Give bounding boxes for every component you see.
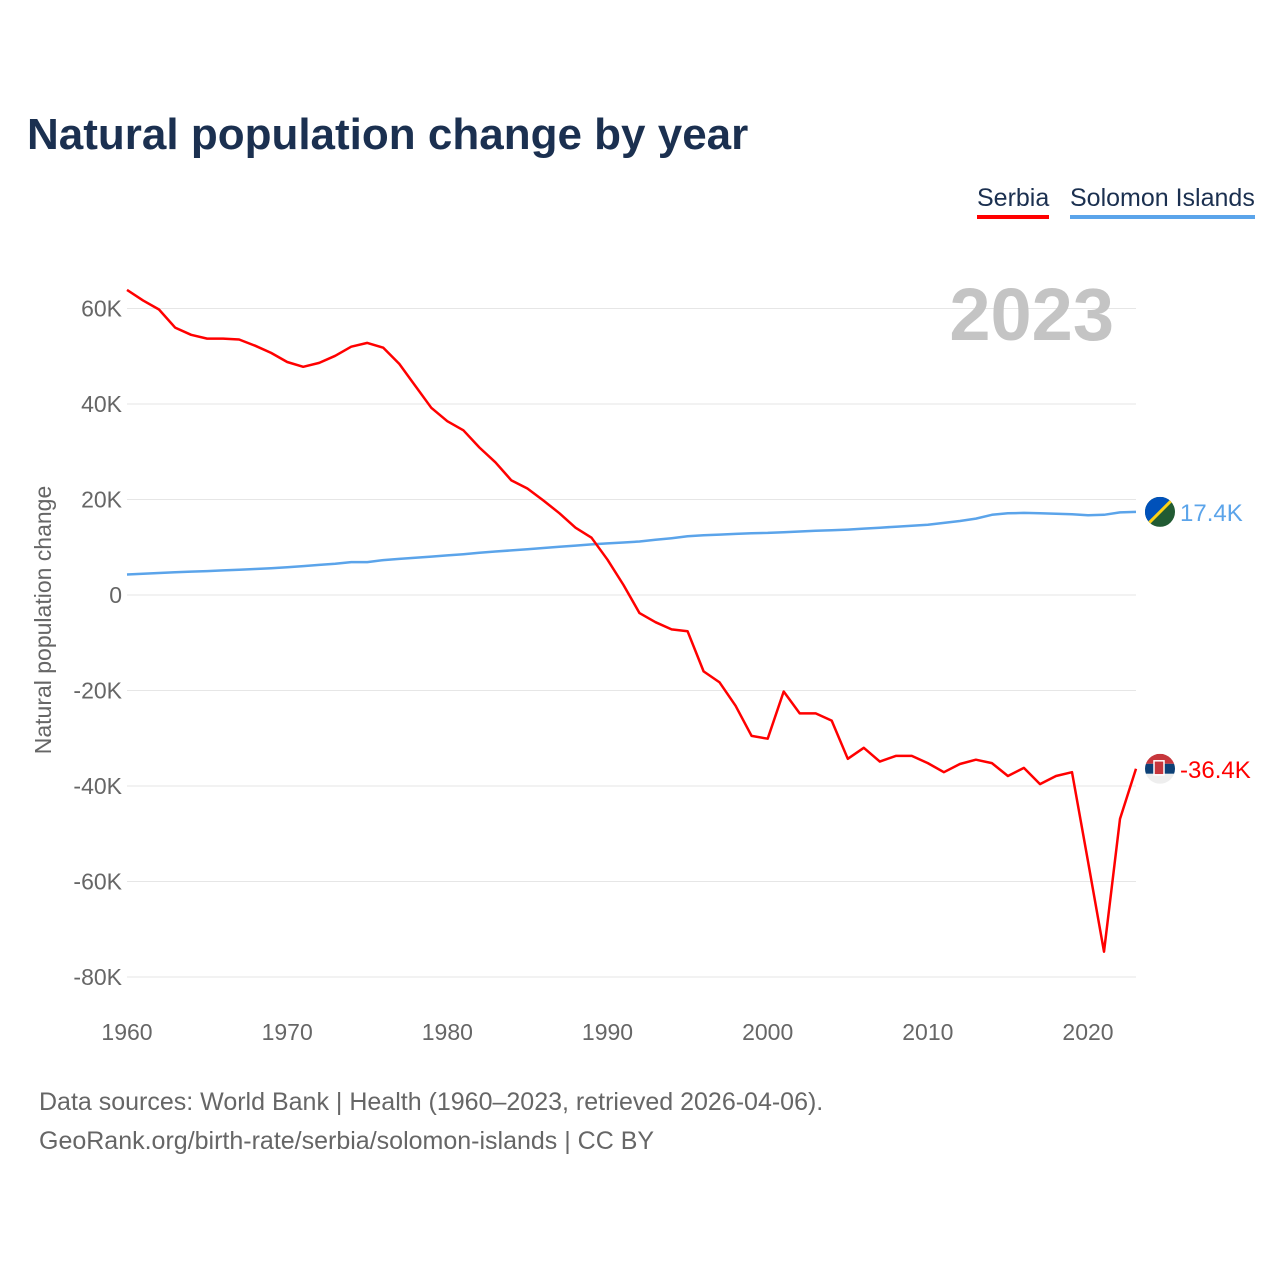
- x-tick-label: 2010: [902, 1019, 953, 1045]
- y-tick-label: -20K: [73, 678, 122, 704]
- y-axis-label: Natural population change: [30, 486, 56, 755]
- end-value-label: 17.4K: [1180, 500, 1243, 527]
- y-tick-label: -80K: [73, 964, 122, 990]
- footer-link[interactable]: GeoRank.org/birth-rate/serbia/solomon-is…: [39, 1127, 655, 1155]
- x-tick-label: 1970: [262, 1019, 313, 1045]
- y-tick-label: 20K: [81, 487, 123, 513]
- solomon-islands-flag-icon: [1145, 496, 1175, 527]
- y-tick-label: 0: [109, 582, 122, 608]
- x-tick-label: 2020: [1062, 1019, 1113, 1045]
- x-tick-label: 1980: [422, 1019, 473, 1045]
- series-line-serbia: [126, 288, 1138, 953]
- legend-solomon-islands[interactable]: Solomon Islands: [1070, 184, 1255, 219]
- x-tick-label: 1960: [101, 1019, 152, 1045]
- y-tick-label: -40K: [73, 773, 122, 799]
- y-tick-label: 60K: [81, 296, 123, 322]
- footer-sources: Data sources: World Bank | Health (1960–…: [39, 1088, 824, 1116]
- x-tick-label: 2000: [742, 1019, 793, 1045]
- year-watermark: 2023: [949, 273, 1114, 356]
- y-tick-label: -60K: [73, 869, 122, 895]
- end-value-label: -36.4K: [1180, 757, 1251, 784]
- y-tick-label: 40K: [81, 391, 123, 417]
- serbia-flag-icon: [1145, 753, 1175, 784]
- chart-title: Natural population change by year: [27, 110, 749, 159]
- legend-serbia[interactable]: Serbia: [977, 184, 1050, 219]
- x-tick-label: 1990: [582, 1019, 633, 1045]
- series-line-solomon-islands: [126, 510, 1137, 576]
